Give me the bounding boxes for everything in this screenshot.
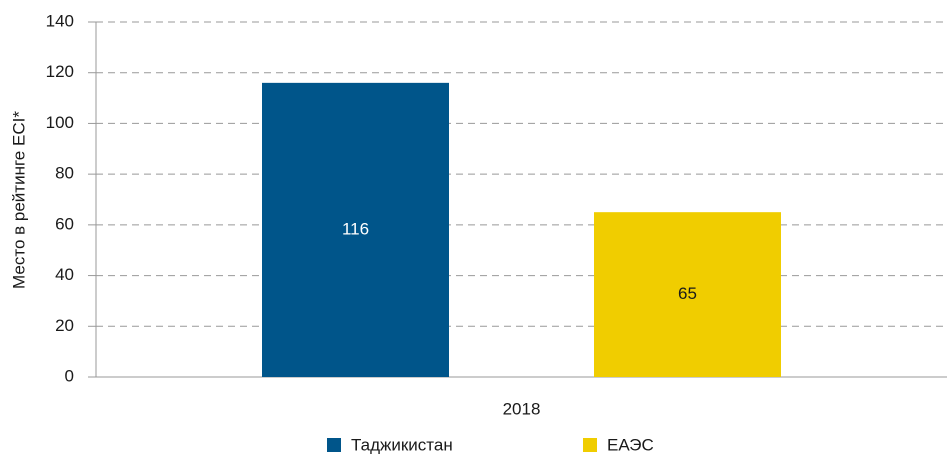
y-tick-label: 100: [46, 113, 74, 132]
legend-swatch: [583, 438, 597, 452]
legend-label: Таджикистан: [351, 435, 453, 454]
y-tick-label: 80: [55, 164, 74, 183]
x-tick-label: 2018: [503, 399, 541, 418]
data-label: 116: [342, 219, 369, 238]
y-tick-label: 140: [46, 11, 74, 30]
data-label: 65: [678, 284, 697, 303]
y-tick-label: 0: [65, 366, 74, 385]
legend-label: ЕАЭС: [607, 435, 654, 454]
bar: [262, 82, 449, 377]
y-axis-label: Место в рейтинге ECI*: [9, 111, 28, 289]
y-tick-label: 40: [55, 265, 74, 284]
y-tick-label: 20: [55, 316, 74, 335]
bar: [594, 212, 781, 377]
y-tick-label: 60: [55, 214, 74, 233]
y-tick-label: 120: [46, 62, 74, 81]
legend-swatch: [327, 438, 341, 452]
